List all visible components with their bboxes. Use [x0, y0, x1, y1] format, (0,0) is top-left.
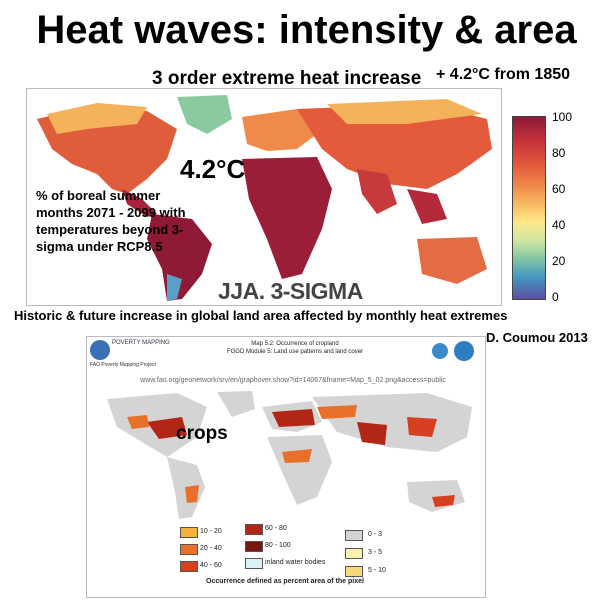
subtitle: 3 order extreme heat increase: [152, 68, 422, 89]
legend-swatch: [180, 544, 198, 555]
legend-label: 20 - 40: [200, 545, 222, 552]
project-name: FAO Poverty Mapping Project: [90, 362, 156, 368]
legend-swatch: [180, 527, 198, 538]
legend-label: 5 - 10: [368, 567, 386, 574]
colorbar-tick: 0: [552, 290, 559, 304]
colorbar: [512, 116, 546, 300]
legend-label: inland water bodies: [265, 559, 326, 566]
legend-label: 80 - 100: [265, 542, 291, 549]
legend-label: 3 - 5: [368, 549, 383, 556]
source-url: www.fao.org/geonetwork/srv/en/graphover.…: [140, 377, 446, 384]
legend-swatch: [180, 561, 198, 572]
legend-swatch: [245, 558, 263, 569]
legend-swatch: [345, 548, 363, 559]
season-label: JJA. 3-SIGMA: [218, 278, 363, 304]
legend-label: 40 - 60: [200, 562, 222, 569]
heat-extremes-map: [26, 88, 502, 306]
heat-map-graphic: [27, 89, 501, 305]
colorbar-tick: 80: [552, 146, 566, 160]
cropland-map-title: Map 5.2: Occurrence of cropland FGGD Mod…: [180, 340, 410, 356]
credit: D. Coumou 2013: [486, 330, 588, 345]
iiasa-logo-icon: [432, 343, 448, 359]
globe-icon: [90, 340, 110, 360]
legend-label: 60 - 80: [265, 525, 287, 532]
map-description: % of boreal summer months 2071 - 2099 wi…: [36, 188, 186, 254]
legend-swatch: [345, 530, 363, 541]
subtitle-temperature: + 4.2°C from 1850: [436, 66, 571, 83]
colorbar-tick: 20: [552, 254, 566, 268]
crops-label: crops: [176, 423, 228, 444]
fao-logo-icon: [454, 341, 474, 361]
legend-swatch: [245, 541, 263, 552]
legend-swatch: [245, 524, 263, 535]
figure-caption: Historic & future increase in global lan…: [14, 308, 508, 323]
colorbar-tick: 60: [552, 182, 566, 196]
legend-label: 0 - 3: [368, 531, 383, 538]
cropland-map-graphic: [87, 337, 485, 597]
colorbar-tick: 40: [552, 218, 566, 232]
colorbar-tick: 100: [552, 110, 573, 124]
map-title-line: Map 5.2: Occurrence of cropland: [251, 341, 339, 347]
poverty-mapping-logo: POVERTY MAPPING: [112, 340, 170, 346]
map-footnote: Occurrence defined as percent area of th…: [206, 578, 364, 585]
map-title-line: FGGD Module 5: Land use patterns and lan…: [226, 349, 364, 355]
cropland-map: [86, 336, 486, 598]
legend-label: 10 - 20: [200, 528, 222, 535]
temperature-label: 4.2°C: [180, 154, 246, 184]
page-title: Heat waves: intensity & area: [36, 8, 577, 52]
legend-swatch: [345, 566, 363, 577]
